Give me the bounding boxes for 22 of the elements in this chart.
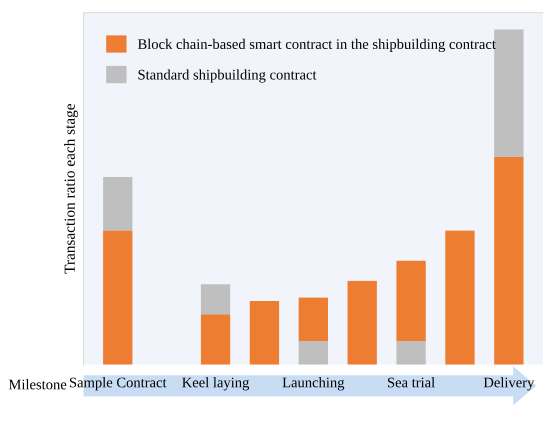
- bar: [396, 260, 426, 342]
- bar: [396, 341, 426, 365]
- bar: [103, 230, 132, 365]
- bar: [445, 230, 475, 365]
- bar: [200, 284, 230, 314]
- x-tick-label: Sea trial: [388, 377, 435, 388]
- x-tick-label: Keel laying: [182, 377, 250, 390]
- legend-label: Standard shipbuilding contract: [138, 69, 316, 83]
- bar: [298, 298, 328, 342]
- x-tick-label: Sample Contract: [70, 377, 166, 390]
- x-axis-title: Milestone: [8, 379, 66, 390]
- bar: [348, 280, 377, 365]
- x-tick-label: Launching: [282, 377, 344, 390]
- bar: [200, 314, 230, 365]
- legend-label: Block chain-based smart contract in the shipbuilding contract: [138, 38, 496, 52]
- bar: [103, 176, 132, 231]
- bar: [298, 341, 328, 365]
- y-axis-title: Transaction ratio each stage: [64, 104, 78, 274]
- bar: [250, 300, 280, 365]
- bar: [494, 29, 524, 157]
- bar: [494, 156, 524, 365]
- x-tick-label: Delivery: [484, 377, 534, 390]
